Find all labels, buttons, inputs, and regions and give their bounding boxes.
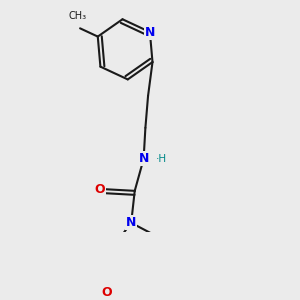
Text: N: N bbox=[138, 152, 149, 165]
Text: ·H: ·H bbox=[156, 154, 167, 164]
Text: N: N bbox=[145, 26, 155, 38]
Text: O: O bbox=[101, 286, 112, 298]
Text: O: O bbox=[94, 183, 104, 196]
Text: CH₃: CH₃ bbox=[68, 11, 86, 21]
Text: N: N bbox=[126, 216, 136, 229]
